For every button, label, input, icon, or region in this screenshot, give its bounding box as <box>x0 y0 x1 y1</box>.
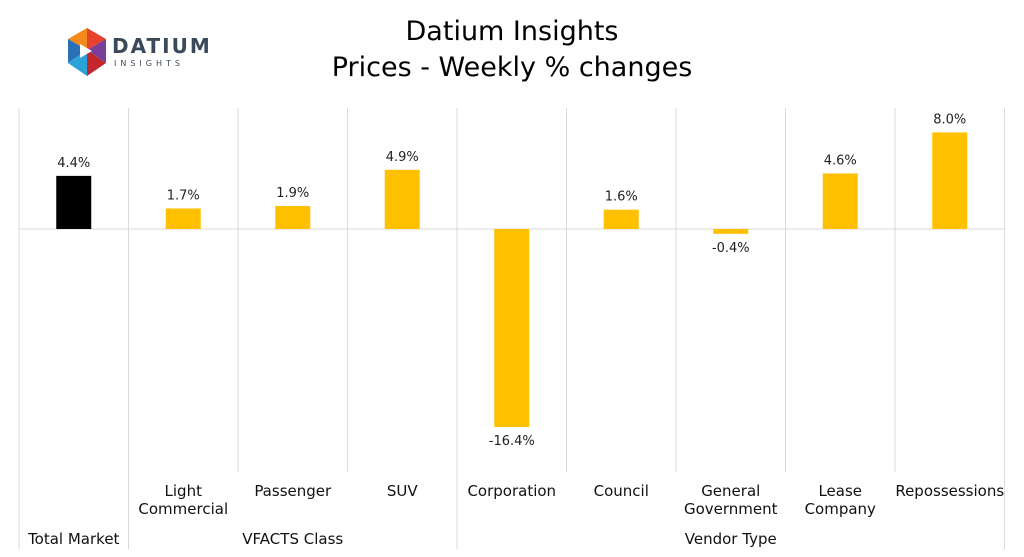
category-label: Commercial <box>138 500 228 518</box>
category-label: SUV <box>387 482 419 500</box>
category-label: Company <box>805 500 876 518</box>
group-label: VFACTS Class <box>242 530 343 548</box>
category-label: Council <box>594 482 649 500</box>
category-label: Government <box>684 500 778 518</box>
category-label: Corporation <box>467 482 556 500</box>
bar <box>603 209 639 229</box>
data-label: 8.0% <box>933 112 966 127</box>
data-label: 4.9% <box>386 150 419 165</box>
bar <box>932 132 968 229</box>
group-label: Vendor Type <box>685 530 777 548</box>
category-label: Light <box>165 482 203 500</box>
logo-subword: INSIGHTS <box>114 59 184 68</box>
data-label: -16.4% <box>489 434 535 449</box>
category-label: Passenger <box>254 482 332 500</box>
bar <box>384 169 420 229</box>
bar <box>494 229 530 427</box>
data-label: 1.9% <box>276 186 309 201</box>
data-label: 1.7% <box>167 188 200 203</box>
category-label: Lease <box>818 482 862 500</box>
group-label: Total Market <box>27 530 119 548</box>
bar <box>822 173 858 229</box>
data-label: 4.4% <box>57 156 90 171</box>
bar <box>275 206 311 229</box>
bar <box>713 229 749 234</box>
category-label: Repossessions <box>895 482 1004 500</box>
data-label: 4.6% <box>824 153 857 168</box>
logo-word: DATIUM <box>112 34 212 58</box>
data-label: 1.6% <box>605 190 638 205</box>
datium-logo: DATIUM INSIGHTS <box>66 26 210 78</box>
chart-title: Datium Insights <box>405 16 619 47</box>
datium-logo-icon <box>68 28 106 76</box>
bar <box>165 208 201 229</box>
bar <box>56 175 92 229</box>
chart-title-block: Datium Insights Prices - Weekly % change… <box>260 14 764 86</box>
category-label: General <box>701 482 760 500</box>
data-label: -0.4% <box>712 241 750 256</box>
chart-subtitle: Prices - Weekly % changes <box>331 52 693 83</box>
